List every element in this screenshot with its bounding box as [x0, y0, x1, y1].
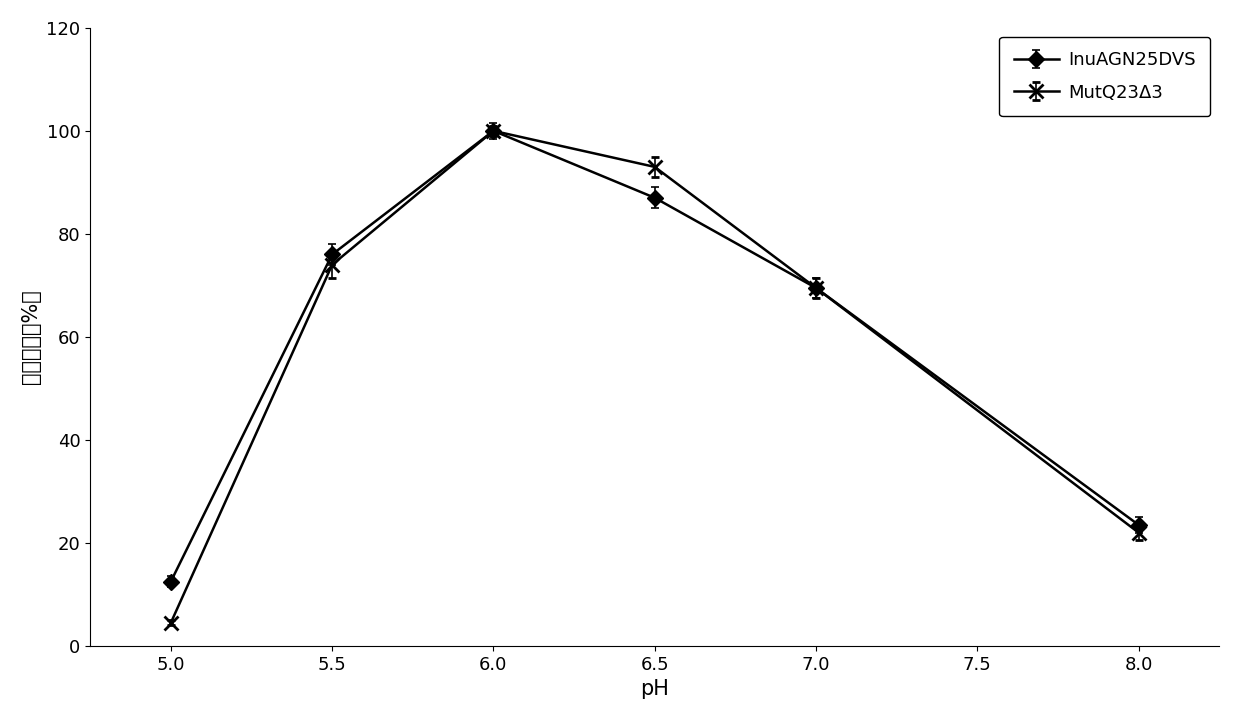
Legend: InuAGN25DVS, MutQ23Δ3: InuAGN25DVS, MutQ23Δ3 [999, 37, 1210, 116]
Y-axis label: 相对酶活（%）: 相对酶活（%） [21, 289, 41, 384]
X-axis label: pH: pH [640, 679, 670, 699]
